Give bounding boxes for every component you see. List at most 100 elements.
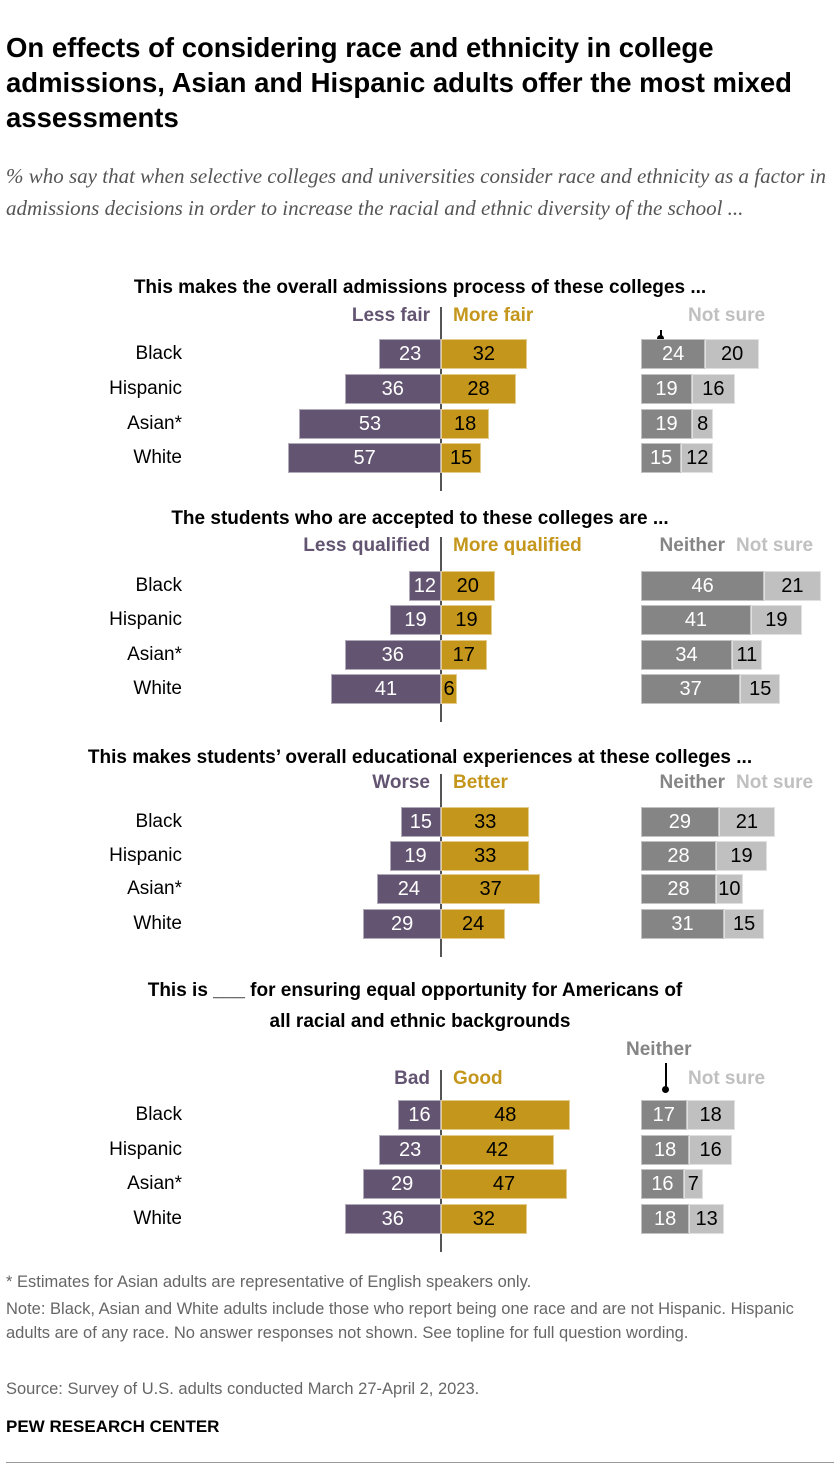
- bar-not-sure: 19: [716, 841, 767, 871]
- bar-negative: 12: [408, 571, 441, 601]
- bar-positive: 32: [441, 339, 527, 369]
- bar-neither: 37: [641, 674, 741, 704]
- bar-neither: 24: [641, 339, 706, 369]
- bar-positive: 42: [441, 1135, 554, 1165]
- category-label: Asian*: [127, 644, 182, 665]
- bar-positive: 15: [441, 443, 482, 473]
- legend-less-qualified: Less qualified: [303, 535, 430, 556]
- bar-positive: 33: [441, 841, 530, 871]
- bar-not-sure: 11: [732, 640, 762, 670]
- bar-negative: 57: [288, 443, 441, 473]
- bar-negative: 19: [390, 605, 441, 635]
- bar-not-sure: 12: [681, 443, 714, 473]
- legend-neither: Neither: [659, 772, 725, 793]
- bar-not-sure: 21: [718, 807, 775, 837]
- panel-title: This makes the overall admissions proces…: [133, 277, 707, 298]
- bar-positive: 37: [441, 874, 541, 904]
- legend-neither: Neither: [626, 1039, 692, 1060]
- bar-not-sure: 15: [740, 674, 781, 704]
- bar-negative: 24: [376, 874, 441, 904]
- bar-positive: 20: [441, 571, 495, 601]
- panel-title: This makes students’ overall educational…: [87, 747, 753, 768]
- bar-neither: 34: [641, 640, 733, 670]
- bar-positive: 17: [441, 640, 487, 670]
- category-label: Hispanic: [109, 609, 182, 630]
- category-label: White: [133, 447, 182, 468]
- bar-neither: 29: [641, 807, 719, 837]
- category-label: Asian*: [127, 878, 182, 899]
- bar-positive: 47: [441, 1169, 567, 1199]
- bar-positive: 24: [441, 909, 506, 939]
- bar-negative: 36: [344, 1204, 441, 1234]
- neither-pointer-dot: [657, 335, 664, 342]
- bar-positive: 32: [441, 1204, 527, 1234]
- bar-positive: 6: [441, 674, 458, 704]
- source: Source: Survey of U.S. adults conducted …: [6, 1380, 480, 1398]
- bar-neither: 31: [641, 909, 725, 939]
- chart-title: On effects of considering race and ethni…: [6, 32, 792, 133]
- bar-neither: 28: [641, 841, 717, 871]
- bar-not-sure: 15: [724, 909, 765, 939]
- bar-neither: 16: [641, 1169, 684, 1199]
- legend-not-sure: Not sure: [736, 535, 814, 556]
- bar-negative: 29: [363, 909, 441, 939]
- category-label: Hispanic: [109, 378, 182, 399]
- bar-not-sure: 16: [689, 1135, 733, 1165]
- bar-not-sure: 8: [691, 409, 714, 439]
- legend-neither: Neither: [659, 535, 725, 556]
- bar-not-sure: 21: [764, 571, 821, 601]
- bar-negative: 41: [331, 674, 441, 704]
- bar-positive: 28: [441, 374, 517, 404]
- neither-pointer-dot: [662, 1086, 669, 1093]
- category-label: Hispanic: [109, 1139, 182, 1160]
- note: Note: Black, Asian and White adults incl…: [6, 1300, 794, 1342]
- bar-neither: 18: [641, 1135, 690, 1165]
- legend-more-qualified: More qualified: [453, 535, 582, 556]
- legend-not-sure: Not sure: [736, 772, 814, 793]
- bar-neither: 18: [641, 1204, 690, 1234]
- bar-neither: 46: [641, 571, 765, 601]
- bar-negative: 19: [390, 841, 441, 871]
- category-label: Black: [135, 575, 182, 596]
- bar-not-sure: 16: [691, 374, 735, 404]
- bar-negative: 53: [298, 409, 441, 439]
- bar-negative: 23: [379, 339, 441, 369]
- category-label: Black: [135, 343, 182, 364]
- bar-negative: 15: [400, 807, 441, 837]
- category-label: Asian*: [127, 413, 182, 434]
- bar-positive: 18: [441, 409, 490, 439]
- bar-not-sure: 10: [716, 874, 743, 904]
- panel-title-line-1: This is ___ for ensuring equal opportuni…: [147, 980, 683, 1001]
- bar-not-sure: 19: [750, 605, 802, 635]
- legend-better: Better: [453, 772, 508, 793]
- bar-positive: 19: [441, 605, 492, 635]
- bar-negative: 29: [363, 1169, 441, 1199]
- category-label: White: [133, 678, 182, 699]
- bar-neither: 28: [641, 874, 717, 904]
- category-label: White: [133, 1208, 182, 1229]
- bar-not-sure: 18: [686, 1100, 735, 1130]
- asterisk-note: * Estimates for Asian adults are represe…: [6, 1273, 532, 1291]
- bar-negative: 36: [344, 640, 441, 670]
- legend-not-sure: Not sure: [688, 305, 766, 326]
- category-label: Hispanic: [109, 845, 182, 866]
- panel-title-line-2: all racial and ethnic backgrounds: [269, 1011, 571, 1032]
- bar-negative: 36: [344, 374, 441, 404]
- bar-negative: 16: [398, 1100, 441, 1130]
- bar-neither: 41: [641, 605, 751, 635]
- legend-not-sure: Not sure: [688, 1068, 766, 1089]
- pew-logo-text: PEW RESEARCH CENTER: [6, 1417, 220, 1436]
- bar-not-sure: 7: [683, 1169, 703, 1199]
- panel-title: The students who are accepted to these c…: [171, 508, 669, 529]
- bar-neither: 15: [641, 443, 682, 473]
- bar-not-sure: 20: [705, 339, 759, 369]
- legend-more-fair: More fair: [453, 305, 534, 326]
- bar-neither: 19: [641, 374, 692, 404]
- bar-neither: 19: [641, 409, 692, 439]
- chart-subtitle: % who say that when selective colleges a…: [6, 164, 826, 220]
- neither-pointer-line: [660, 330, 662, 338]
- bottom-rule: [6, 1462, 834, 1463]
- category-label: Asian*: [127, 1173, 182, 1194]
- category-label: Black: [135, 811, 182, 832]
